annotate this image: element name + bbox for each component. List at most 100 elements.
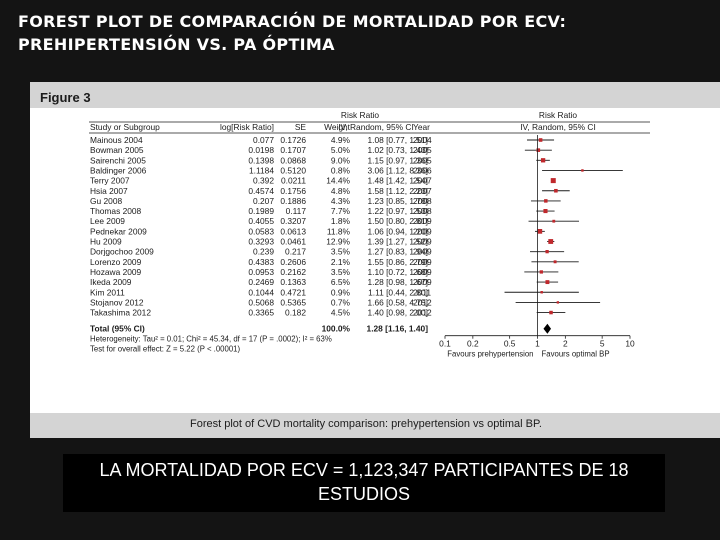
study-logrr: 0.207: [253, 196, 274, 206]
study-name: Pednekar 2009: [90, 226, 147, 236]
study-name: Hsia 2007: [90, 186, 128, 196]
study-se: 0.3207: [280, 216, 306, 226]
study-se: 0.117: [286, 206, 307, 216]
study-name: Dorjgochoo 2009: [90, 247, 154, 257]
forest-plot: Risk Ratio Risk Ratio Study or Subgroup log…: [89, 110, 650, 359]
study-year: 2009: [413, 267, 432, 277]
study-ci: 1.22 [0.97, 1.53]: [367, 206, 428, 216]
study-point: [552, 219, 556, 223]
study-name: Ikeda 2009: [90, 277, 132, 287]
study-se: 0.217: [285, 247, 306, 257]
x-tick-label: 1: [535, 339, 540, 349]
study-name: Stojanov 2012: [90, 297, 144, 307]
study-weight: 4.3%: [331, 196, 351, 206]
study-weight: 1.8%: [331, 216, 351, 226]
study-year: 2004: [413, 135, 432, 145]
study-point: [545, 250, 549, 254]
study-se: 0.0461: [280, 237, 306, 247]
study-logrr: 0.4055: [248, 216, 274, 226]
study-logrr: 0.2469: [248, 277, 274, 287]
summary-box: LA MORTALIDAD POR ECV = 1,123,347 PARTIC…: [63, 454, 665, 512]
study-weight: 2.1%: [331, 257, 351, 267]
slide-title-line2: PREHIPERTENSIÓN VS. PA ÓPTIMA: [18, 35, 335, 54]
study-se: 0.5365: [280, 297, 306, 307]
study-point: [553, 260, 557, 264]
study-weight: 0.8%: [331, 165, 351, 175]
study-weight: 3.5%: [331, 267, 351, 277]
study-point: [581, 169, 584, 172]
study-year: 2009: [413, 247, 432, 257]
study-se: 0.5120: [280, 165, 306, 175]
study-weight: 4.5%: [331, 308, 351, 318]
header-risk-ratio: Risk Ratio: [341, 110, 380, 120]
study-point: [554, 188, 558, 193]
study-name: Mainous 2004: [90, 135, 143, 145]
study-ci: 1.27 [0.83, 1.94]: [367, 247, 428, 257]
favours-right: Favours optimal BP: [542, 350, 610, 359]
study-name: Hu 2009: [90, 237, 122, 247]
study-se: 0.182: [285, 308, 306, 318]
study-logrr: 0.5068: [248, 297, 274, 307]
study-year: 2008: [413, 196, 432, 206]
study-ci: 1.23 [0.85, 1.78]: [367, 196, 428, 206]
study-se: 0.0868: [280, 155, 306, 165]
study-name: Gu 2008: [90, 196, 122, 206]
study-se: 0.1726: [280, 135, 306, 145]
study-name: Kim 2011: [90, 287, 125, 297]
favours-left: Favours prehypertension: [447, 350, 533, 359]
study-weight: 0.9%: [331, 287, 351, 297]
heterogeneity-text: Heterogeneity: Tau² = 0.01; Chi² = 45.34…: [90, 335, 332, 344]
x-tick-label: 0.1: [439, 339, 451, 349]
study-year: 2012: [413, 297, 432, 307]
study-ci: 1.11 [0.44, 2.80]: [368, 287, 428, 297]
plot-header-ci: IV, Random, 95% CI: [520, 122, 596, 132]
study-year: 2009: [413, 237, 432, 247]
x-tick-label: 0.2: [467, 339, 479, 349]
x-tick-label: 2: [563, 339, 568, 349]
summary-text: LA MORTALIDAD POR ECV = 1,123,347 PARTIC…: [99, 460, 629, 504]
study-point: [549, 310, 553, 315]
header-year: Year: [413, 122, 430, 132]
study-year: 2009: [413, 257, 432, 267]
study-logrr: 0.077: [253, 135, 274, 145]
x-tick-label: 10: [625, 339, 635, 349]
study-weight: 14.4%: [326, 176, 350, 186]
study-logrr: 0.1398: [248, 155, 274, 165]
study-se: 0.1756: [280, 186, 306, 196]
study-year: 2006: [413, 165, 432, 175]
study-year: 2011: [413, 287, 431, 297]
study-weight: 6.5%: [331, 277, 351, 287]
study-weight: 4.8%: [331, 186, 351, 196]
study-year: 2009: [413, 277, 432, 287]
study-se: 0.4721: [280, 287, 306, 297]
study-ci: 1.40 [0.98, 2.00]: [367, 308, 428, 318]
study-point: [537, 229, 543, 234]
study-point: [545, 280, 550, 285]
study-se: 0.1707: [280, 145, 306, 155]
study-year: 2005: [413, 145, 432, 155]
study-year: 2008: [413, 206, 432, 216]
study-weight: 9.0%: [331, 155, 351, 165]
figure-caption-bar: [30, 413, 720, 438]
study-weight: 3.5%: [331, 247, 351, 257]
study-ci: 1.50 [0.80, 2.81]: [367, 216, 428, 226]
study-ci: 1.58 [1.12, 2.23]: [367, 186, 428, 196]
study-ci: 1.06 [0.94, 1.20]: [367, 226, 428, 236]
study-year: 2009: [413, 226, 432, 236]
study-se: 0.2162: [280, 267, 306, 277]
study-year: 2007: [413, 176, 432, 186]
study-weight: 5.0%: [331, 145, 351, 155]
header-study: Study or Subgroup: [90, 122, 160, 132]
study-year: 2005: [413, 155, 432, 165]
study-ci: 1.39 [1.27, 1.52]: [367, 237, 428, 247]
study-ci: 1.66 [0.58, 4.75]: [367, 297, 428, 307]
study-se: 0.1886: [280, 196, 306, 206]
study-name: Lorenzo 2009: [90, 257, 142, 267]
figure-label: Figure 3: [40, 90, 91, 105]
total-diamond: [543, 323, 552, 334]
study-logrr: 1.1184: [249, 165, 274, 175]
study-se: 0.1363: [280, 277, 306, 287]
study-name: Hozawa 2009: [90, 267, 142, 277]
study-point: [536, 148, 541, 152]
study-logrr: 0.239: [253, 247, 274, 257]
